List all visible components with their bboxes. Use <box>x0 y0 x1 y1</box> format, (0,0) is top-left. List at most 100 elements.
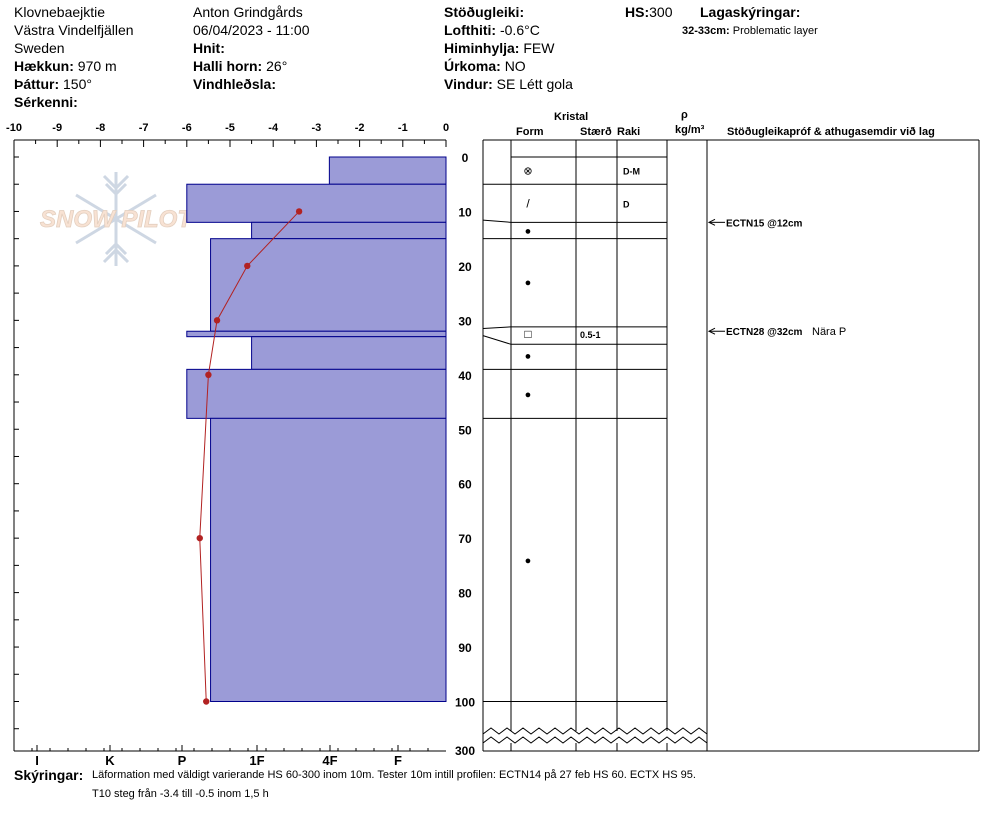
hardness-layer-bar <box>251 336 447 370</box>
layer-note-depth: 32-33cm: <box>682 25 730 37</box>
stability-test-result: ECTN15 @12cm <box>726 218 803 229</box>
layer-connector <box>482 219 512 223</box>
crystal-form-symbol: □ <box>524 327 531 341</box>
hardness-tick-label: 1F <box>249 753 264 768</box>
air-temp-value: -0.6°C <box>499 22 540 38</box>
observation-datetime: 06/04/2023 - 11:00 <box>193 22 310 38</box>
precip-value: NO <box>504 58 526 74</box>
slope-label: Halli horn: <box>193 58 263 74</box>
country-name: Sweden <box>14 40 65 56</box>
form-header: Form <box>516 126 544 138</box>
air-temperature: Lofthiti: -0.6°C <box>444 22 540 38</box>
temperature-point <box>244 262 251 270</box>
depth-tick-label: 60 <box>458 478 472 492</box>
depth-bottom-label: 300 <box>455 744 475 758</box>
depth-break-zigzag <box>482 736 708 744</box>
temp-tick-label: -6 <box>182 122 192 134</box>
temperature-line <box>199 211 300 702</box>
elevation-label: Hækkun: <box>14 58 74 74</box>
hs-label: HS: <box>625 4 650 20</box>
moisture-value: D-M <box>623 167 640 177</box>
hardness-tick-label: 4F <box>322 753 337 768</box>
hs-value: 300 <box>649 4 673 20</box>
wind-loading-label: Vindhleðsla: <box>193 76 276 92</box>
crystal-header: Kristal <box>554 111 589 123</box>
hardness-tick-label: P <box>178 753 187 768</box>
temp-tick-label: -5 <box>225 122 235 134</box>
depth-tick-label: 80 <box>458 587 472 601</box>
observer-name: Anton Grindgårds <box>193 4 303 20</box>
elevation-value: 970 m <box>77 58 117 74</box>
temp-tick-label: -1 <box>398 122 408 134</box>
slope-angle: Halli horn: 26° <box>193 58 287 74</box>
precipitation: Úrkoma: NO <box>444 58 526 74</box>
wind-label: Vindur: <box>444 76 493 92</box>
depth-break-zigzag <box>482 727 708 735</box>
temp-tick-label: -10 <box>6 122 22 134</box>
size-header: Stærð <box>580 126 612 138</box>
hardness-tick-label: F <box>394 753 402 768</box>
temperature-point <box>196 534 203 542</box>
moisture-value: D <box>623 199 630 209</box>
crystal-form-symbol: ● <box>525 389 532 401</box>
hardness-layer-bar <box>210 417 447 702</box>
hardness-layer-bar <box>186 368 447 419</box>
stability-arrow-head <box>707 327 716 335</box>
depth-tick-label: 20 <box>458 260 472 274</box>
crystal-form-symbol: ⊗ <box>523 166 532 178</box>
temperature-point <box>203 698 210 705</box>
features-label: Sérkenni: <box>14 94 78 110</box>
crystal-form-symbol: ● <box>525 555 532 567</box>
temp-tick-label: -2 <box>355 122 365 134</box>
wind-value: SE Létt gola <box>496 76 573 92</box>
crystal-form-symbol: ● <box>525 277 532 289</box>
stability-arrow-head <box>707 218 716 226</box>
region-name: Västra Vindelfjällen <box>14 22 134 38</box>
crystal-form-symbol: / <box>526 196 530 210</box>
stability-test-note: Nära P <box>812 326 846 338</box>
temp-tick-label: 0 <box>443 122 449 134</box>
depth-tick-label: 10 <box>458 205 472 219</box>
temp-tick-label: -3 <box>312 122 322 134</box>
layer-notes-label: Lagaskýringar: <box>700 4 801 20</box>
hardness-tick-label: I <box>35 753 39 768</box>
stability-tests-header: Stöðugleikapróf & athugasemdir við lag <box>727 126 935 138</box>
snowflake-icon <box>75 172 157 266</box>
footer-line-2: T10 steg från -3.4 till -0.5 inom 1,5 h <box>92 788 269 800</box>
depth-tick-label: 40 <box>458 369 472 383</box>
temp-tick-label: -8 <box>96 122 106 134</box>
aspect: Þáttur: 150° <box>14 76 92 92</box>
hardness-layer-bar <box>186 330 447 338</box>
depth-tick-label: 0 <box>462 151 469 165</box>
hardness-tick-label: K <box>105 753 115 768</box>
depth-tick-label: 30 <box>458 314 472 328</box>
hardness-layer-bar <box>328 156 447 185</box>
footer-line-1: Läformation med väldigt varierande HS 60… <box>92 769 696 781</box>
temperature-point <box>205 371 212 378</box>
sky-value: FEW <box>523 40 555 56</box>
depth-tick-label: 100 <box>455 696 475 710</box>
aspect-label: Þáttur: <box>14 76 60 92</box>
wind: Vindur: SE Létt gola <box>444 76 573 92</box>
layer-connector <box>482 326 512 330</box>
temperature-point <box>213 317 221 324</box>
temp-tick-label: -7 <box>139 122 149 134</box>
density-unit: kg/m³ <box>675 124 705 136</box>
precip-label: Úrkoma: <box>444 58 501 74</box>
depth-tick-label: 90 <box>458 641 472 655</box>
air-temp-label: Lofthiti: <box>444 22 497 38</box>
sky-label: Himinhylja: <box>444 40 520 56</box>
temperature-point <box>295 208 303 215</box>
footer-label: Skýringar: <box>14 767 84 783</box>
snowpilot-logo: SNOW PILOT <box>40 172 195 266</box>
sky-cover: Himinhylja: FEW <box>444 40 554 56</box>
snow-height: HS:300 <box>625 4 672 20</box>
density-symbol: ρ <box>681 109 688 121</box>
hardness-layer-bar <box>186 183 447 223</box>
logo-text: SNOW PILOT <box>40 206 194 233</box>
hardness-layer-bar <box>210 238 447 332</box>
depth-tick-label: 50 <box>458 423 472 437</box>
depth-tick-label: 70 <box>458 532 472 546</box>
layer-connector <box>482 335 512 345</box>
